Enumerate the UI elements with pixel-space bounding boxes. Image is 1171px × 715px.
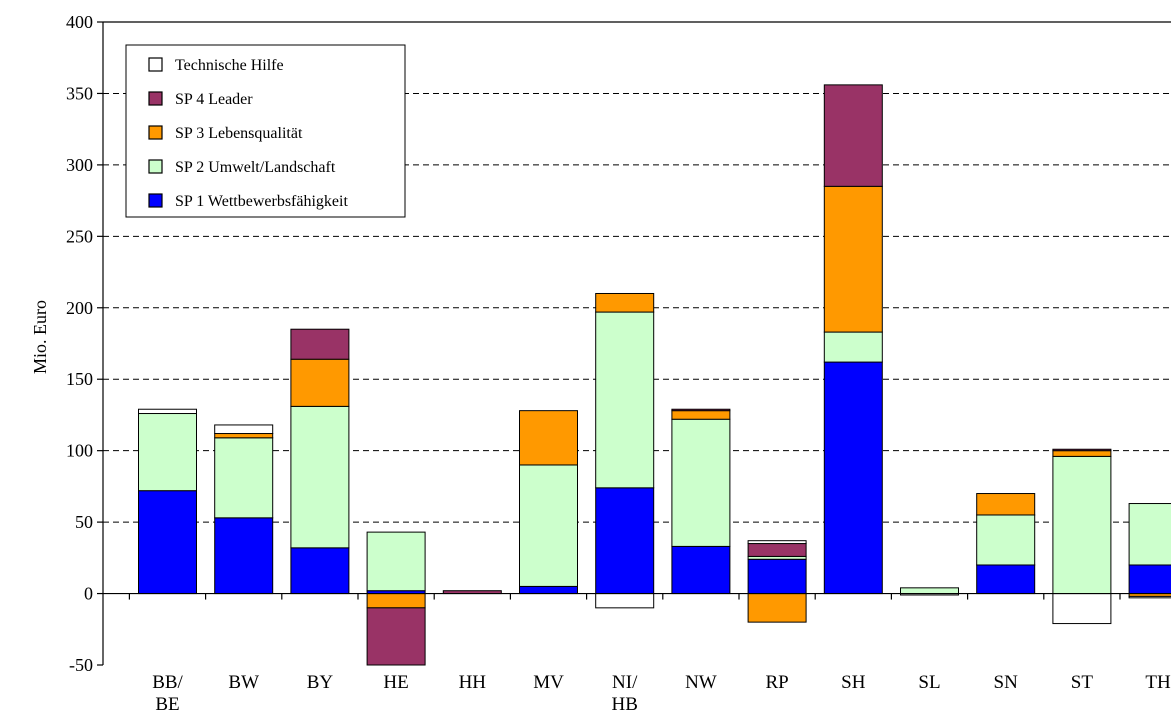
x-category-label: NI/HB [611, 672, 638, 715]
bar-segment-technische-hilfe [747, 540, 807, 545]
bar-segment-sp-3-lebensqualit-t [1052, 450, 1112, 457]
bar-segment-sp-2-umwelt-landschaft [214, 437, 274, 519]
y-tick-label: 150 [66, 369, 93, 389]
bar-segment-sp-1-wettbewerbsf-higkeit [671, 545, 731, 595]
bar-segment-sp-4-leader [290, 328, 350, 360]
x-category-label: SH [841, 672, 866, 693]
y-tick-label: 250 [66, 226, 93, 246]
x-category-label: TH [1145, 672, 1171, 693]
legend-entry-label: SP 1 Wettbewerbsfähigkeit [175, 193, 348, 210]
y-tick-label: 0 [84, 584, 93, 604]
bar-segment-sp-2-umwelt-landschaft [900, 587, 959, 595]
bar-segment-sp-2-umwelt-landschaft [671, 418, 731, 547]
legend-entry-label: SP 3 Lebensqualität [175, 125, 303, 142]
bar-segment-sp-1-wettbewerbsf-higkeit [138, 490, 197, 595]
x-category-label: SL [918, 672, 940, 693]
bar-segment-sp-2-umwelt-landschaft [138, 413, 197, 492]
legend-swatch [148, 57, 163, 72]
bar-segment-sp-4-leader [1052, 448, 1112, 452]
bar-segment-sp-2-umwelt-landschaft [290, 405, 350, 549]
bar-segment-sp-1-wettbewerbsf-higkeit [595, 487, 655, 595]
bar-segment-sp-3-lebensqualit-t [595, 292, 655, 313]
legend-swatch [148, 159, 163, 174]
bar-segment-sp-1-wettbewerbsf-higkeit [976, 564, 1036, 595]
legend-entry-label: Technische Hilfe [175, 57, 284, 74]
bar-segment-sp-1-wettbewerbsf-higkeit [290, 547, 350, 595]
bar-segment-sp-3-lebensqualit-t [747, 593, 807, 623]
bar-segment-sp-2-umwelt-landschaft [595, 311, 655, 489]
x-category-labels: BB/BE BW BY HE HH MV NI/HB NW RP SH SL SN ST TH [152, 672, 1171, 715]
legend-swatch [148, 125, 163, 140]
x-category-label: ST [1071, 672, 1094, 693]
bar-segment-sp-2-umwelt-landschaft [1052, 455, 1112, 595]
y-tick-labels: -50 0 50 100 150 200 250 300 350 400 [66, 12, 93, 675]
bar-segment-technische-hilfe [1052, 593, 1112, 625]
bar-segment-sp-4-leader [671, 408, 731, 412]
bar-segment-sp-3-lebensqualit-t [671, 410, 731, 420]
y-tick-label: 50 [75, 512, 93, 532]
axes-layer [97, 21, 1171, 666]
bar-segment-sp-3-lebensqualit-t [823, 185, 883, 333]
legend-entry-label: SP 2 Umwelt/Landschaft [175, 159, 336, 176]
legend-swatch [148, 193, 163, 208]
x-category-label: SN [994, 672, 1019, 693]
bar-segment-sp-1-wettbewerbsf-higkeit [214, 517, 274, 595]
bar-segment-sp-2-umwelt-landschaft [1128, 503, 1171, 566]
x-category-label: BB/BE [152, 672, 183, 715]
bar-segment-sp-3-lebensqualit-t [290, 358, 350, 407]
x-category-label: RP [765, 672, 788, 693]
x-category-label: MV [533, 672, 564, 693]
legend: Technische Hilfe SP 4 Leader SP 3 Lebensqu… [125, 44, 406, 218]
y-tick-label: 300 [66, 155, 93, 175]
x-category-label: HH [459, 672, 487, 693]
bar-segment-sp-3-lebensqualit-t [519, 410, 578, 466]
y-tick-label: -50 [69, 655, 93, 675]
x-category-label: HE [383, 672, 408, 693]
bar-segment-sp-3-lebensqualit-t [214, 433, 274, 439]
bar-segment-sp-2-umwelt-landschaft [823, 331, 883, 363]
x-category-label: BW [228, 672, 259, 693]
bar-segment-sp-4-leader [366, 607, 426, 666]
y-tick-label: 100 [66, 441, 93, 461]
bar-segment-sp-4-leader [823, 84, 883, 187]
bar-segment-technische-hilfe [214, 424, 274, 435]
bar-segment-sp-2-umwelt-landschaft [519, 464, 578, 587]
bar-segment-sp-1-wettbewerbsf-higkeit [747, 558, 807, 595]
bar-segment-sp-3-lebensqualit-t [976, 493, 1036, 516]
bars-layer [138, 84, 1171, 666]
bar-segment-sp-3-lebensqualit-t [366, 593, 426, 609]
y-tick-label: 350 [66, 83, 93, 103]
x-category-label: NW [685, 672, 717, 693]
y-tick-label: 200 [66, 298, 93, 318]
legend-swatch [148, 91, 163, 106]
bar-segment-sp-1-wettbewerbsf-higkeit [1128, 564, 1171, 595]
bar-segment-sp-2-umwelt-landschaft [976, 514, 1036, 566]
bar-segment-sp-1-wettbewerbsf-higkeit [519, 585, 578, 595]
legend-box [125, 44, 406, 218]
bar-segment-sp-2-umwelt-landschaft [366, 531, 426, 592]
legend-entry-label: SP 4 Leader [175, 91, 253, 108]
y-tick-label: 400 [66, 12, 93, 32]
y-axis-label: Mio. Euro [30, 300, 50, 374]
bar-segment-technische-hilfe [595, 593, 655, 609]
x-category-label: BY [307, 672, 334, 693]
bar-segment-sp-4-leader [747, 543, 807, 557]
bar-segment-technische-hilfe [138, 408, 197, 415]
bar-segment-technische-hilfe [1128, 595, 1171, 599]
bar-segment-sp-1-wettbewerbsf-higkeit [823, 361, 883, 595]
